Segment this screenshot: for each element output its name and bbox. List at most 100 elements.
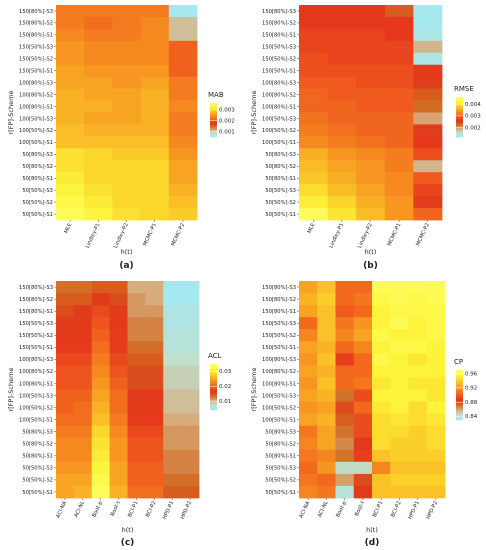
colorbar-swatch <box>210 110 217 112</box>
heatmap-cell <box>317 317 336 330</box>
y-axis-label: r[FP]-Scheme <box>250 368 258 412</box>
x-tick-label: MCMC-P2 <box>415 222 431 247</box>
colorbar-tick-label: 0.84 <box>465 414 478 420</box>
heatmap-cell <box>112 28 141 42</box>
heatmap-cell <box>356 40 386 54</box>
heatmap-cell <box>163 449 182 463</box>
heatmap-cell <box>109 329 128 342</box>
heatmap-cell <box>335 281 355 294</box>
heatmap-cell <box>56 317 75 330</box>
heatmap-cell <box>84 28 113 42</box>
colorbar-swatch <box>456 104 463 106</box>
heatmap-cell <box>356 100 386 113</box>
heatmap-cell <box>353 281 373 294</box>
heatmap-cell <box>109 305 128 318</box>
y-tick-label: 150[80%]-S1 <box>19 309 53 315</box>
heatmap-cell <box>84 100 113 113</box>
colorbar-swatch <box>210 383 217 385</box>
colorbar-swatch <box>210 391 217 394</box>
colorbar-swatch <box>456 133 463 135</box>
colorbar-swatch <box>210 381 217 383</box>
heatmap-cell <box>327 124 357 137</box>
y-tick-label: 50[50%]-S2 <box>22 478 53 484</box>
heatmap-cell <box>408 461 428 475</box>
heatmap-cell <box>56 293 75 306</box>
heatmap-cell <box>73 449 93 463</box>
heatmap-cell <box>299 449 318 463</box>
y-tick-label: 100[50%]-S3 <box>262 116 296 122</box>
heatmap-cell <box>140 172 170 185</box>
colorbar-swatch <box>456 105 463 107</box>
heatmap-cell <box>327 5 357 18</box>
heatmap-cell <box>112 208 141 221</box>
y-tick-label: 100[80%]-S2 <box>19 92 53 98</box>
y-tick-label: 50[80%]-S1 <box>22 454 53 460</box>
y-tick-label: 100[50%]-S1 <box>262 140 296 146</box>
colorbar-swatch <box>456 120 463 122</box>
heatmap-cell <box>109 389 128 402</box>
heatmap-cell <box>413 172 443 185</box>
heatmap-cell <box>390 485 409 499</box>
heatmap-cell <box>109 425 128 439</box>
heatmap-cell <box>127 281 146 294</box>
heatmap-cell <box>56 449 75 463</box>
heatmap-cell <box>163 353 182 366</box>
heatmap-cell <box>56 329 75 342</box>
colorbar-swatch <box>456 117 463 119</box>
colorbar-swatch <box>456 392 463 395</box>
heatmap-cell <box>163 437 182 451</box>
heatmap-cell <box>408 317 428 330</box>
heatmap-cell <box>112 172 141 185</box>
heatmap-cell <box>181 425 200 439</box>
colorbar-legend: CP 0.84 0.88 0.92 0.96 <box>454 358 478 421</box>
heatmap-cell <box>356 208 386 221</box>
y-tick-label: 50[80%]-S1 <box>265 176 296 182</box>
heatmap-cell <box>56 88 85 101</box>
colorbar-swatch <box>210 366 217 368</box>
heatmap-cell <box>384 88 414 101</box>
colorbar-swatch <box>210 397 217 399</box>
legend-title: ACL <box>208 352 222 360</box>
heatmap-cell <box>317 353 336 366</box>
heatmap-cell <box>390 293 409 306</box>
heatmap-cell <box>356 160 386 173</box>
heatmap-cell <box>163 293 182 306</box>
heatmap-cell <box>163 425 182 439</box>
heatmap-cell <box>426 293 446 306</box>
heatmap-cell <box>356 64 386 78</box>
heatmap-cell <box>145 365 164 378</box>
heatmap-cell <box>112 76 141 90</box>
colorbar-tick-label: 0.01 <box>219 399 231 405</box>
x-tick-label: MCMC-P1 <box>387 222 403 247</box>
heatmap-cell <box>56 76 85 90</box>
heatmap-cell <box>353 485 373 499</box>
heatmap-cell <box>168 88 198 101</box>
colorbar-swatch <box>210 129 217 131</box>
heatmap-cell <box>73 473 93 487</box>
heatmap-cell <box>327 208 357 221</box>
heatmap-cell <box>84 148 113 161</box>
heatmap-cell <box>163 485 182 499</box>
panel-label: (b) <box>363 261 378 271</box>
heatmap-cell <box>384 112 414 125</box>
heatmap-cell <box>317 473 336 487</box>
heatmap-cell <box>181 317 200 330</box>
y-tick-label: 150[50%]-S3 <box>262 321 296 327</box>
colorbar-swatch <box>456 377 463 380</box>
heatmap-cell <box>408 293 428 306</box>
heatmap-cell <box>408 365 428 378</box>
heatmap-cell <box>163 461 182 475</box>
colorbar-swatch <box>210 124 217 126</box>
heatmap-cell <box>112 160 141 173</box>
colorbar-swatch <box>210 120 217 122</box>
heatmap-cell <box>335 377 355 390</box>
colorbar-swatch <box>210 108 217 110</box>
y-tick-label: 100[80%]-S1 <box>19 104 53 110</box>
heatmap-cell <box>112 5 141 18</box>
y-axis-label: r[FP]-Scheme <box>7 368 15 412</box>
heatmap-cell <box>299 401 318 415</box>
heatmap-cell <box>140 184 170 197</box>
heatmap-cell <box>181 293 200 306</box>
heatmap-cell <box>426 305 446 318</box>
colorbar-swatch <box>210 407 217 410</box>
